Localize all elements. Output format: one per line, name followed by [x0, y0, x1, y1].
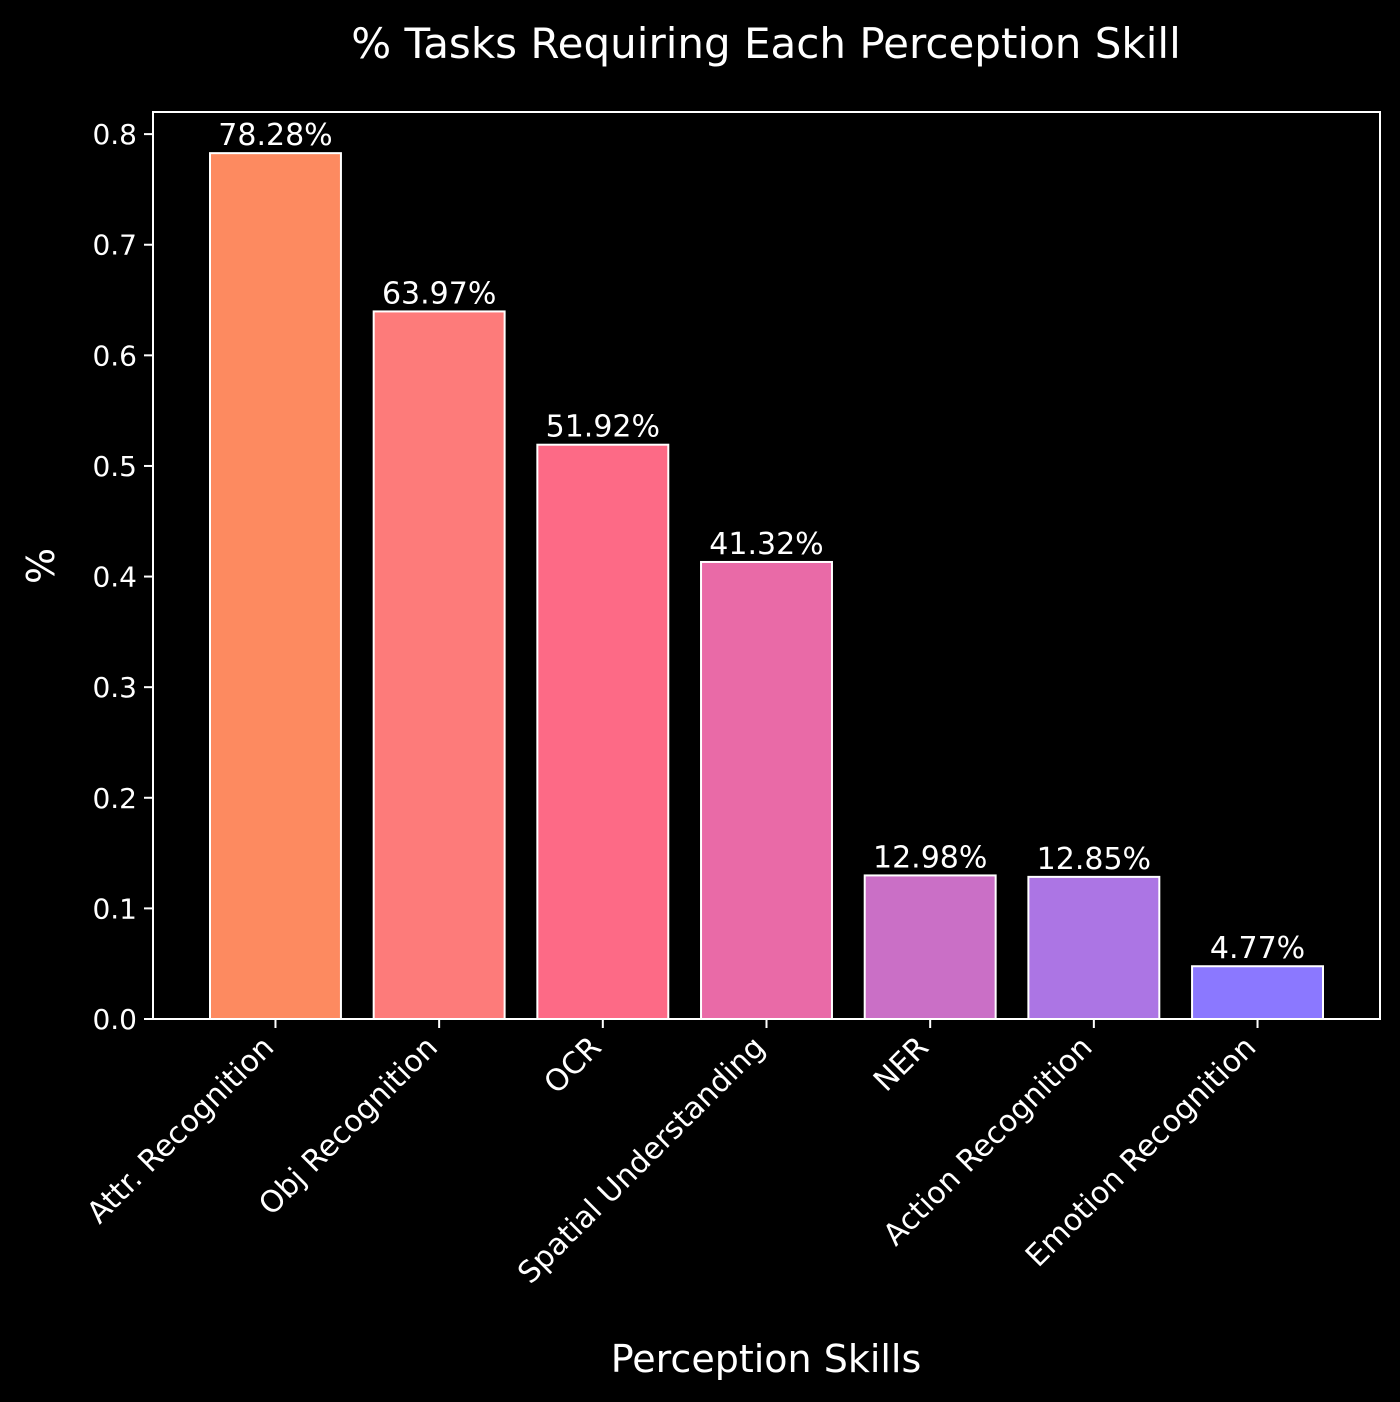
bar-6 [1191, 965, 1325, 1020]
bar-0 [209, 152, 342, 1020]
bar-1 [372, 310, 506, 1020]
y-tick-label-2: 0.2 [92, 782, 137, 815]
y-tick-label-8: 0.8 [92, 118, 137, 151]
y-tick-label-1: 0.1 [92, 892, 137, 925]
y-tick-label-3: 0.3 [92, 671, 137, 704]
y-tick-label-6: 0.6 [92, 339, 137, 372]
data-label-2: 51.92% [546, 410, 660, 445]
data-label-5: 12.85% [1037, 842, 1151, 877]
data-labels: 78.28% 63.97% 51.92% 41.32% 12.98% 12.85% 4.77… [218, 118, 1305, 966]
x-axis-label: Perception Skills [611, 1337, 922, 1381]
y-tick-label-4: 0.4 [92, 561, 137, 594]
x-tick-label-1: Obj Recognition [252, 1030, 444, 1222]
chart-title: % Tasks Requiring Each Perception Skill [351, 19, 1181, 68]
bar-4 [863, 874, 997, 1020]
data-label-3: 41.32% [709, 527, 823, 562]
x-tick-label-4: NER [867, 1030, 936, 1099]
data-label-1: 63.97% [382, 276, 496, 311]
y-axis-ticks: 0.0 0.1 0.2 0.3 0.4 0.5 0.6 0.7 0.8 [92, 118, 153, 1036]
bars-layer [209, 152, 1325, 1021]
bar-2 [536, 443, 670, 1020]
y-axis-label: % [19, 548, 63, 584]
y-tick-label-5: 0.5 [92, 450, 137, 483]
y-tick-label-7: 0.7 [92, 229, 137, 262]
bar-3 [700, 560, 833, 1021]
x-tick-label-0: Attr. Recognition [80, 1030, 281, 1231]
x-tick-label-2: OCR [537, 1030, 608, 1101]
y-tick-label-0: 0.0 [92, 1003, 137, 1036]
data-label-4: 12.98% [873, 840, 987, 875]
plot-frame [152, 111, 1381, 1020]
bar-5 [1027, 875, 1161, 1020]
data-label-0: 78.28% [218, 118, 332, 153]
data-label-6: 4.77% [1210, 931, 1305, 966]
